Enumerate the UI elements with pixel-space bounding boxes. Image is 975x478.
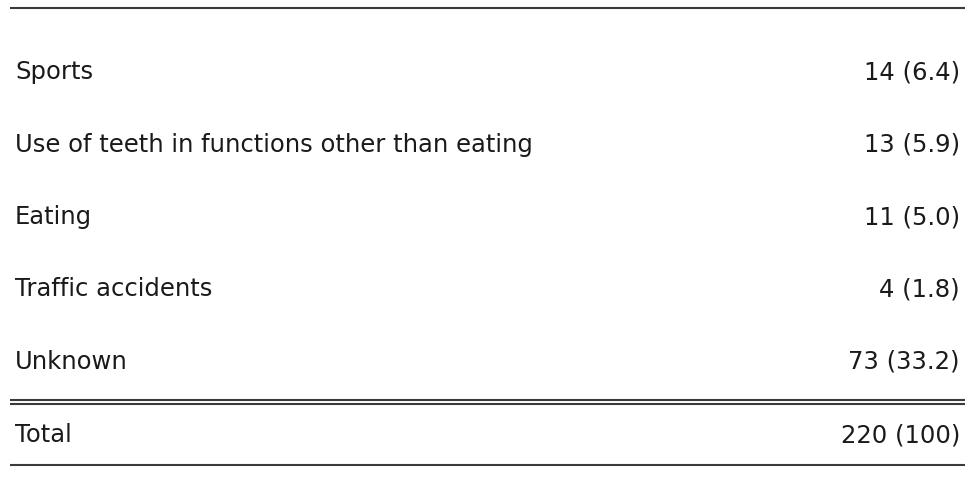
Text: Traffic accidents: Traffic accidents	[15, 277, 213, 302]
Text: Sports: Sports	[15, 60, 94, 84]
Text: 13 (5.9): 13 (5.9)	[864, 132, 960, 157]
Text: Unknown: Unknown	[15, 350, 128, 374]
Text: 11 (5.0): 11 (5.0)	[864, 205, 960, 229]
Text: 73 (33.2): 73 (33.2)	[848, 350, 960, 374]
Text: 4 (1.8): 4 (1.8)	[879, 277, 960, 302]
Text: 14 (6.4): 14 (6.4)	[864, 60, 960, 84]
Text: Total: Total	[15, 423, 72, 447]
Text: 220 (100): 220 (100)	[840, 423, 960, 447]
Text: Eating: Eating	[15, 205, 92, 229]
Text: Use of teeth in functions other than eating: Use of teeth in functions other than eat…	[15, 132, 533, 157]
